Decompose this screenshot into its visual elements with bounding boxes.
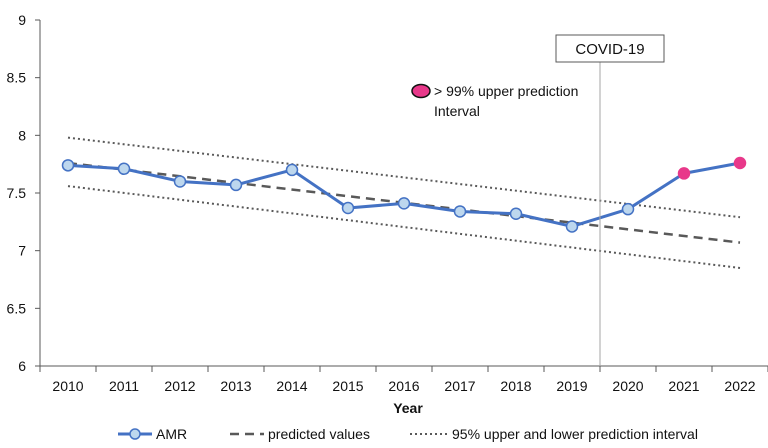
amr-point	[341, 201, 355, 215]
amr-point	[117, 162, 131, 176]
legend-interval-label: 95% upper and lower prediction interval	[452, 426, 698, 442]
covid-label-box	[555, 34, 665, 63]
x-tick-label: 2018	[500, 378, 531, 394]
amr-point	[565, 220, 579, 233]
amr-point	[285, 163, 299, 177]
x-tick-label: 2012	[164, 378, 195, 394]
x-tick-label: 2020	[612, 378, 643, 394]
x-tick-label: 2017	[444, 378, 475, 394]
upper-prediction-note-line2: Interval	[434, 103, 480, 119]
legend-predicted-label: predicted values	[268, 426, 370, 442]
upper-prediction-marker-swatch	[411, 83, 431, 99]
amr-point	[61, 159, 75, 172]
y-tick-label: 6.5	[7, 300, 27, 316]
x-axis-title: Year	[393, 400, 423, 416]
x-tick-label: 2014	[276, 378, 307, 394]
y-tick-label: 9	[18, 12, 26, 28]
legend: AMR predicted values 95% upper and lower…	[118, 426, 698, 442]
x-tick-label: 2019	[556, 378, 587, 394]
legend-amr-label: AMR	[156, 426, 187, 442]
y-tick-label: 8	[18, 127, 26, 143]
amr-point	[229, 178, 243, 192]
amr-point	[509, 207, 523, 221]
amr-point	[621, 202, 635, 216]
amr-point	[173, 175, 187, 188]
axis-layer: 6 6.5 7 7.5 8 8.5 9 2010 2011 2012 2013 2014 2015 201…	[7, 12, 768, 394]
y-tick-label: 6	[18, 358, 26, 374]
x-tick-label: 2022	[724, 378, 755, 394]
y-tick-label: 7.5	[7, 185, 27, 201]
legend-amr-swatch-marker	[129, 428, 141, 440]
x-tick-label: 2021	[668, 378, 699, 394]
x-tick-label: 2010	[52, 378, 83, 394]
x-tick-label: 2011	[109, 378, 139, 394]
amr-point-highlighted	[677, 167, 691, 180]
y-tick-label: 8.5	[7, 70, 27, 86]
x-tick-label: 2015	[332, 378, 363, 394]
y-tick-label: 7	[18, 243, 26, 259]
plot-layer	[61, 136, 747, 269]
amr-point-highlighted	[733, 156, 747, 170]
amr-point	[397, 197, 411, 210]
x-tick-label: 2013	[220, 378, 251, 394]
amr-series-line	[67, 161, 741, 228]
covid-label: COVID-19	[575, 41, 644, 58]
x-tick-label: 2016	[388, 378, 419, 394]
upper-prediction-note-line1: > 99% upper prediction	[434, 83, 578, 99]
amr-point	[453, 205, 467, 218]
